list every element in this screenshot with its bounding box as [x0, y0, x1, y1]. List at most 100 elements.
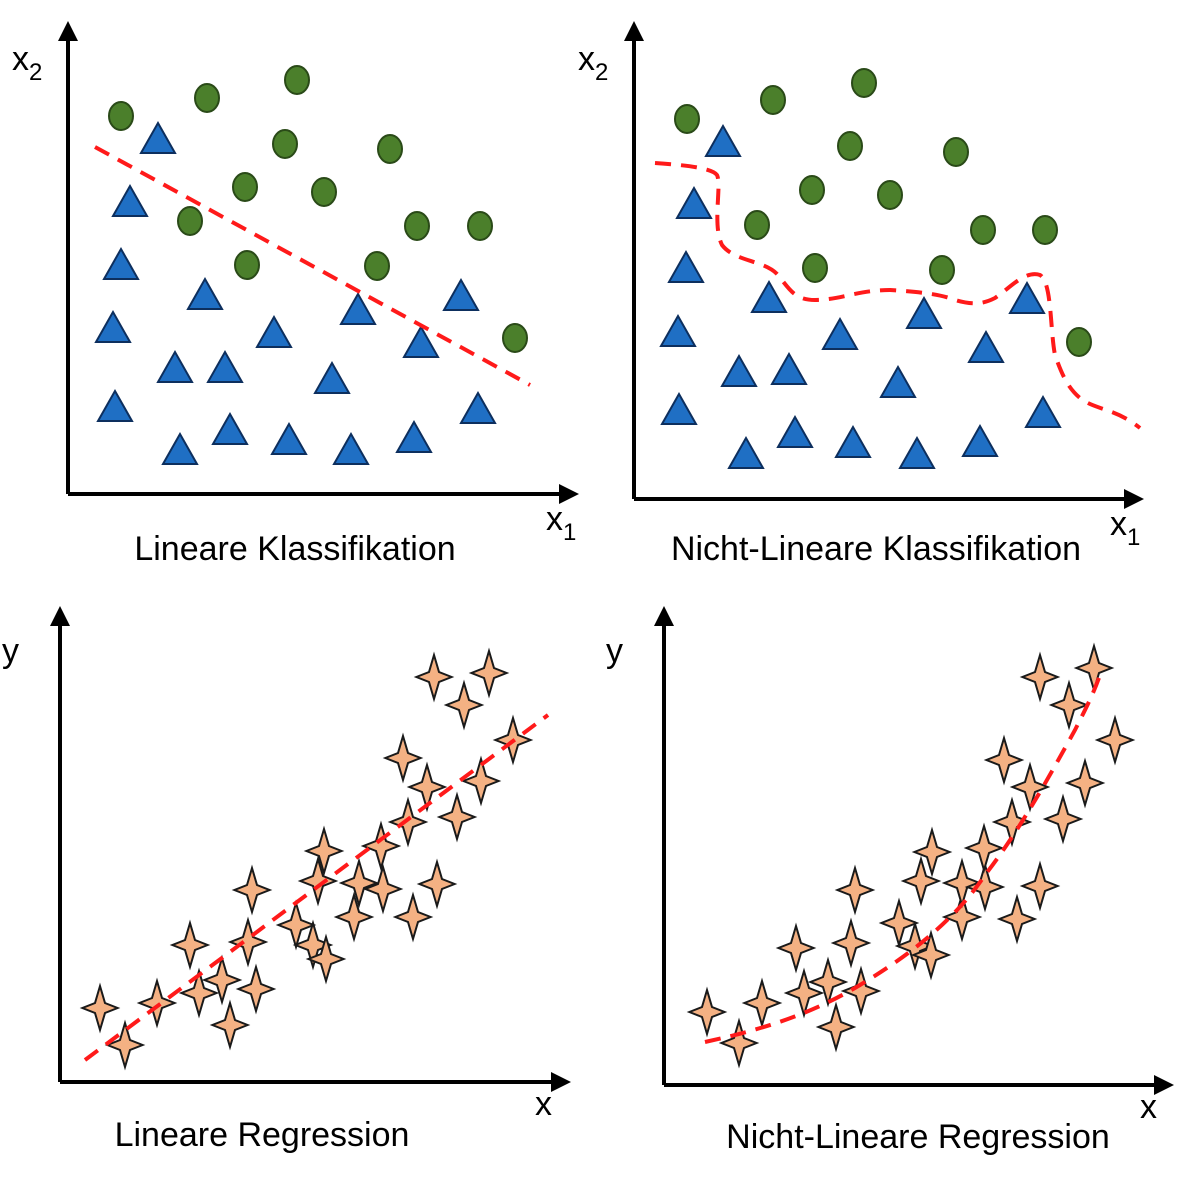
- x-axis-label: x1: [546, 500, 576, 546]
- class-a-circle: [377, 134, 403, 164]
- class-b-triangle: [139, 120, 177, 154]
- class-a-circle: [760, 85, 786, 115]
- class-a-circle: [467, 211, 493, 241]
- sample-star: [413, 651, 455, 703]
- class-b-triangle: [161, 431, 199, 465]
- decision-boundary: [94, 145, 531, 387]
- sample-star: [227, 916, 269, 968]
- sample-star: [834, 864, 876, 916]
- class-a-circle: [1066, 327, 1092, 357]
- class-b-triangle: [270, 421, 308, 455]
- class-a-circle: [234, 250, 260, 280]
- sample-star: [443, 679, 485, 731]
- y-axis-label: x2: [12, 40, 42, 86]
- sample-star: [297, 855, 339, 907]
- sample-star: [231, 864, 273, 916]
- class-b-triangle: [879, 364, 917, 398]
- x-axis-label: x: [1140, 1088, 1157, 1126]
- class-b-triangle: [402, 324, 440, 358]
- class-b-triangle: [102, 246, 140, 280]
- regression-line: [83, 713, 550, 1062]
- class-b-triangle: [667, 249, 705, 283]
- sample-star: [436, 791, 478, 843]
- panel-linear-classification: x2 x1 Lineare Klassifikation: [12, 21, 579, 568]
- class-b-triangle: [704, 123, 742, 157]
- class-b-triangle: [442, 277, 480, 311]
- y-axis-label: x2: [578, 40, 608, 86]
- class-a-circle: [194, 83, 220, 113]
- class-a-circle: [943, 137, 969, 167]
- class-b-triangle: [332, 431, 370, 465]
- panel-caption: Nicht-Lineare Klassifikation: [671, 530, 1081, 568]
- sample-star: [303, 825, 345, 877]
- sample-star: [79, 982, 121, 1034]
- data-points: [94, 65, 528, 465]
- sample-star: [900, 855, 942, 907]
- class-b-triangle: [905, 295, 943, 329]
- sample-star: [201, 954, 243, 1006]
- regression-curve: [704, 674, 1102, 1044]
- class-b-triangle: [1024, 394, 1062, 428]
- class-b-triangle: [675, 185, 713, 219]
- class-a-circle: [108, 101, 134, 131]
- panel-caption: Lineare Regression: [115, 1116, 410, 1154]
- class-a-circle: [311, 177, 337, 207]
- sample-star: [783, 967, 825, 1019]
- sample-star: [686, 986, 728, 1038]
- class-a-circle: [284, 65, 310, 95]
- sample-star: [963, 822, 1005, 874]
- sample-star: [964, 861, 1006, 913]
- sample-star: [338, 857, 380, 909]
- class-b-triangle: [898, 435, 936, 469]
- x-axis-label: x: [535, 1085, 552, 1123]
- class-a-circle: [364, 251, 390, 281]
- sample-star: [991, 796, 1033, 848]
- class-b-triangle: [156, 349, 194, 383]
- sample-star: [178, 967, 220, 1019]
- class-b-triangle: [96, 388, 134, 422]
- sample-star: [406, 761, 448, 813]
- class-a-circle: [970, 215, 996, 245]
- sample-star: [910, 929, 952, 981]
- panel-nonlinear-regression: y x Nicht-Lineare Regression: [606, 606, 1174, 1156]
- sample-star: [983, 734, 1025, 786]
- class-b-triangle: [967, 329, 1005, 363]
- sample-star: [775, 922, 817, 974]
- class-a-circle: [232, 172, 258, 202]
- sample-star: [1048, 679, 1090, 731]
- sample-star: [941, 857, 983, 909]
- data-points: [659, 68, 1092, 469]
- class-b-triangle: [1008, 280, 1046, 314]
- data-points: [686, 642, 1136, 1069]
- class-b-triangle: [660, 391, 698, 425]
- class-a-circle: [674, 104, 700, 134]
- class-a-circle: [851, 68, 877, 98]
- panel-caption: Lineare Klassifikation: [134, 530, 455, 568]
- x-axis-label: x1: [1110, 505, 1140, 551]
- sample-star: [460, 755, 502, 807]
- sample-star: [209, 999, 251, 1051]
- sample-star: [136, 977, 178, 1029]
- sample-star: [741, 977, 783, 1029]
- sample-star: [360, 820, 402, 872]
- class-b-triangle: [720, 353, 758, 387]
- panel-nonlinear-classification: x2 x1 Nicht-Lineare Klassifikation: [578, 21, 1144, 568]
- class-a-circle: [502, 323, 528, 353]
- sample-star: [1094, 714, 1136, 766]
- class-b-triangle: [459, 390, 497, 424]
- sample-star: [305, 933, 347, 985]
- class-a-circle: [272, 129, 298, 159]
- sample-star: [362, 863, 404, 915]
- sample-star: [169, 919, 211, 971]
- class-b-triangle: [313, 360, 351, 394]
- class-b-triangle: [186, 276, 224, 310]
- panel-linear-regression: y x Lineare Regression: [2, 606, 571, 1154]
- class-b-triangle: [659, 313, 697, 347]
- class-b-triangle: [339, 291, 377, 325]
- sample-star: [468, 647, 510, 699]
- sample-star: [235, 963, 277, 1015]
- class-b-triangle: [750, 279, 788, 313]
- sample-star: [830, 917, 872, 969]
- sample-star: [807, 956, 849, 1008]
- class-a-circle: [877, 180, 903, 210]
